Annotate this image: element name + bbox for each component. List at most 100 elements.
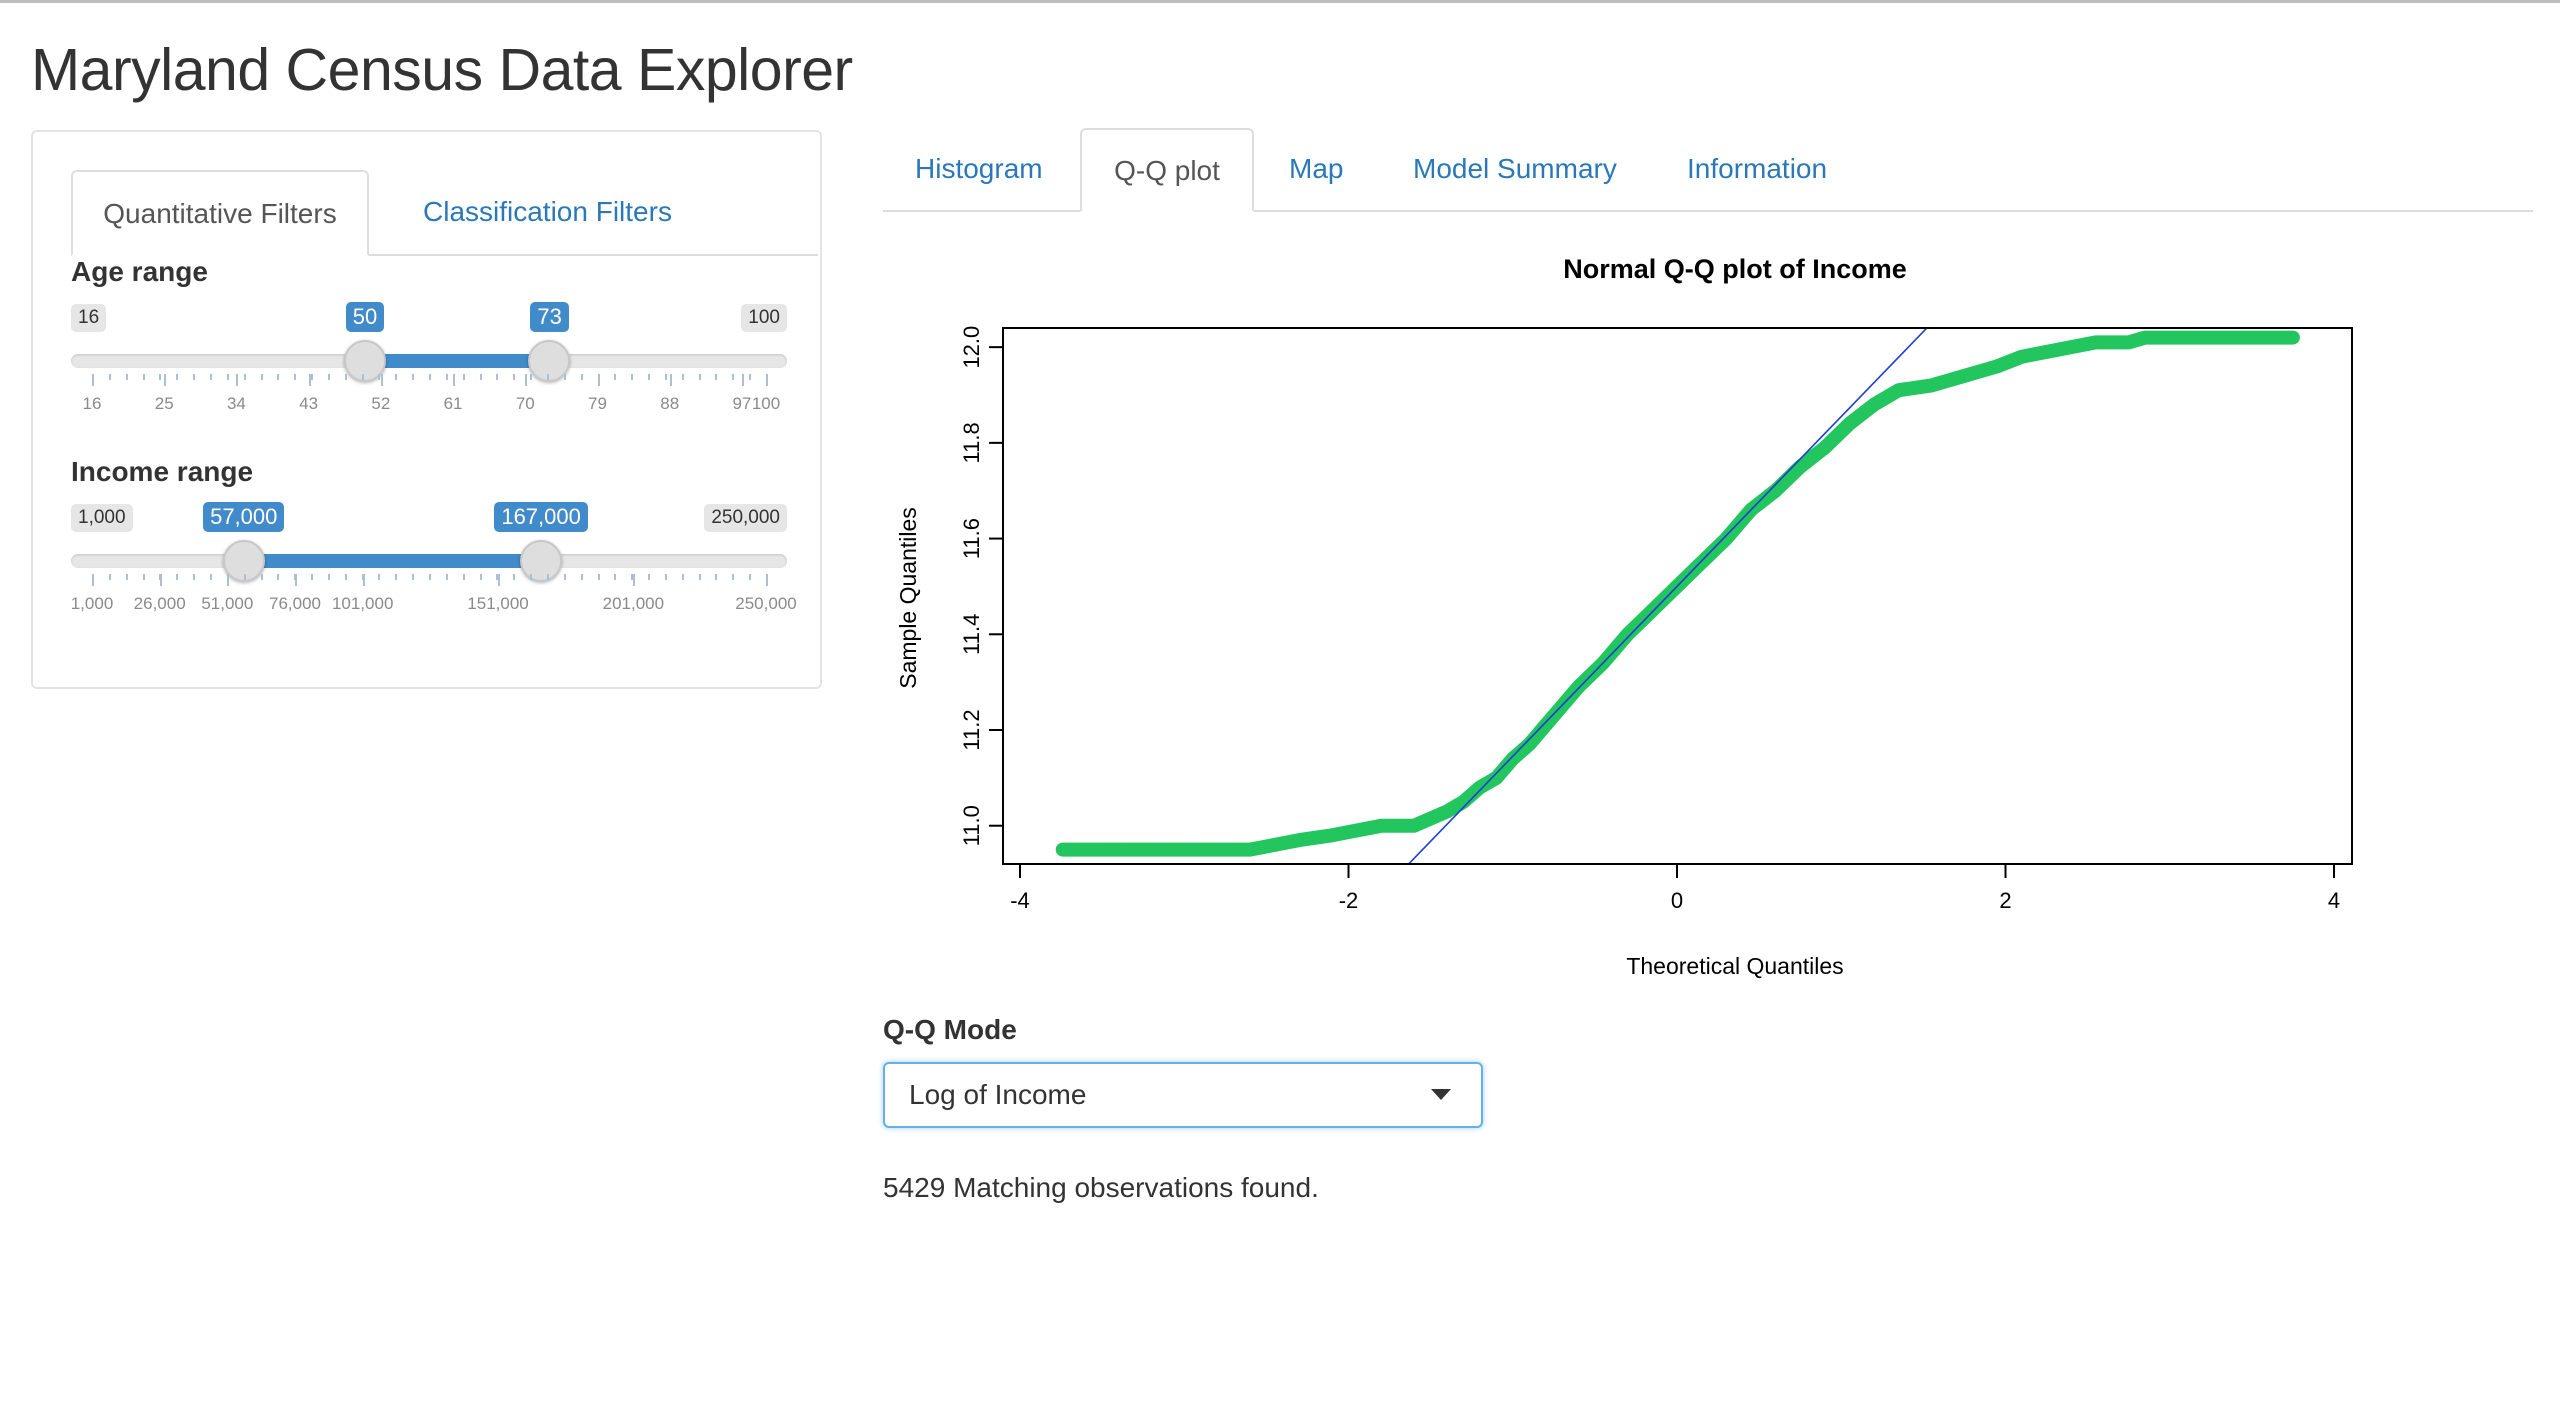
- age-minor-tick: [715, 374, 718, 380]
- qq-point-cross: [2016, 351, 2028, 363]
- tab-information[interactable]: Information: [1687, 153, 1828, 184]
- qq-point-cross: [1572, 681, 1584, 693]
- age-minor-tick: [361, 374, 364, 380]
- income-tick-label: 250,000: [735, 594, 797, 613]
- income-minor-tick: [732, 574, 735, 580]
- age-major-tick: [525, 374, 528, 386]
- income-minor-tick: [429, 574, 431, 580]
- income-minor-tick: [513, 574, 516, 580]
- age-tick-label: 79: [588, 394, 607, 413]
- income-ticks: 1,000 26,000 51,000 76,000 101,000 151,000 201…: [71, 574, 797, 613]
- age-minor-tick: [378, 374, 381, 380]
- y-tick-label: 11.2: [959, 709, 984, 750]
- income-tick-label: 1,000: [70, 594, 114, 613]
- income-major-tick: [92, 574, 94, 586]
- income-major-tick: [295, 574, 297, 586]
- tab-model-summary[interactable]: Model Summary: [1413, 153, 1617, 184]
- main-tabs: Histogram Q-Q plot Map Model Summary Inf…: [883, 128, 2533, 212]
- income-high-value: 167,000: [494, 502, 588, 532]
- tab-quantitative-filters[interactable]: Quantitative Filters: [71, 170, 369, 256]
- income-min-tag: 1,000: [71, 504, 133, 532]
- income-tick-label: 51,000: [201, 594, 254, 613]
- income-range-label: Income range: [71, 456, 254, 487]
- income-minor-tick: [715, 574, 718, 580]
- qq-point-cross: [1244, 844, 1256, 856]
- income-high-handle[interactable]: [520, 540, 563, 582]
- age-minor-tick: [546, 374, 549, 380]
- income-minor-tick: [193, 574, 196, 580]
- tab-histogram[interactable]: Histogram: [915, 153, 1043, 184]
- tab-qq-plot[interactable]: Q-Q plot: [1080, 128, 1254, 212]
- age-selected-range: [364, 354, 550, 368]
- income-low-handle[interactable]: [222, 540, 265, 582]
- income-minor-tick: [631, 574, 634, 580]
- age-tick-label: 34: [226, 394, 246, 413]
- x-axis-label: Theoretical Quantiles: [1626, 953, 1843, 979]
- qq-reference-line: [1407, 328, 1928, 864]
- age-minor-tick: [664, 374, 667, 380]
- qq-point-cross: [1104, 844, 1116, 856]
- qq-point-cross: [1145, 844, 1157, 856]
- age-major-tick: [308, 374, 311, 386]
- y-tick-label: 11.0: [959, 805, 984, 846]
- qq-point-cross: [1868, 399, 1880, 411]
- income-minor-tick: [479, 574, 482, 580]
- qq-point-cross: [1457, 796, 1469, 808]
- qq-point-cross: [1646, 604, 1658, 616]
- qq-point-cross: [1293, 834, 1305, 846]
- qq-point-cross: [1926, 379, 1938, 391]
- x-tick-label: -4: [1010, 888, 1030, 913]
- qq-point-cross: [1195, 844, 1207, 856]
- income-minor-tick: [749, 574, 752, 580]
- age-tick-label: 43: [299, 394, 319, 413]
- qq-point-cross: [1843, 418, 1855, 430]
- qq-mode-label: Q-Q Mode: [883, 1014, 1017, 1045]
- age-tick-label: 100: [751, 394, 781, 413]
- tab-classification-filters[interactable]: Classification Filters: [423, 196, 672, 227]
- age-minor-tick: [209, 374, 212, 380]
- income-max-tag: 250,000: [704, 504, 787, 532]
- age-range-slider[interactable]: 16 100 50 73 16 25 34 43 52 61 70 79 88 97 100: [71, 302, 787, 414]
- qq-point-cross: [1375, 820, 1387, 832]
- income-minor-tick: [395, 574, 398, 580]
- income-minor-tick: [327, 574, 330, 580]
- income-minor-tick: [361, 574, 364, 580]
- income-minor-tick: [563, 574, 566, 580]
- income-minor-tick: [125, 574, 128, 580]
- age-high-value: 73: [530, 302, 569, 332]
- age-major-tick: [597, 374, 600, 386]
- age-minor-tick: [294, 374, 297, 380]
- age-high-handle[interactable]: [528, 340, 571, 382]
- income-minor-tick: [378, 574, 381, 580]
- age-minor-tick: [429, 374, 431, 380]
- age-minor-tick: [749, 374, 752, 380]
- income-minor-tick: [614, 574, 617, 580]
- age-minor-tick: [125, 374, 128, 380]
- y-tick-label: 11.4: [959, 614, 984, 655]
- income-minor-tick: [243, 574, 246, 580]
- income-tick-label: 76,000: [269, 594, 321, 613]
- tab-map[interactable]: Map: [1289, 153, 1344, 184]
- age-tick-label: 88: [660, 394, 680, 413]
- x-tick-label: -2: [1339, 888, 1359, 913]
- income-minor-tick: [462, 574, 465, 580]
- age-major-tick: [453, 374, 456, 386]
- income-range-slider[interactable]: 1,000 250,000 57,000 167,000 1,000 26,000…: [71, 502, 797, 614]
- age-minor-tick: [445, 374, 448, 380]
- qq-points-band: [1055, 330, 2300, 857]
- age-major-tick: [380, 374, 383, 386]
- income-major-tick: [766, 574, 768, 586]
- income-minor-tick: [546, 574, 549, 580]
- income-major-tick: [227, 574, 230, 586]
- income-minor-tick: [648, 574, 651, 580]
- qq-point-cross: [2188, 332, 2200, 344]
- qq-point-cross: [1523, 738, 1535, 750]
- income-minor-tick: [260, 574, 263, 580]
- age-minor-tick: [580, 374, 583, 380]
- y-tick-label: 11.8: [959, 422, 984, 463]
- age-minor-tick: [513, 374, 516, 380]
- qq-point-cross: [2229, 332, 2241, 344]
- age-minor-tick: [277, 374, 280, 380]
- qq-mode-select[interactable]: Log of Income: [883, 1062, 1483, 1128]
- qq-plot-chart: Normal Q-Q plot of Income Theoretical Qu…: [895, 254, 2353, 979]
